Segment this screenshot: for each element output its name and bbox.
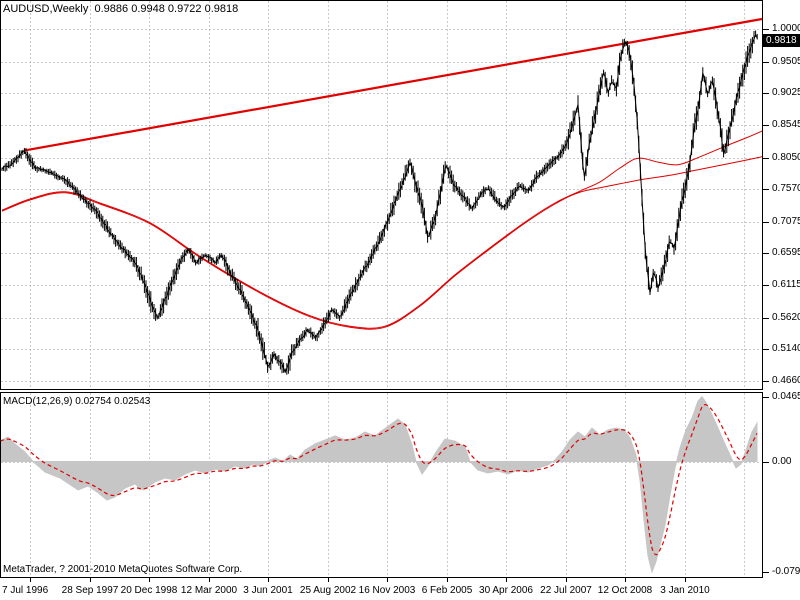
time-axis[interactable]: 7 Jul 1996 28 Sep 1997 20 Dec 1998 12 Mar 2… xyxy=(0,578,800,600)
axis-tick xyxy=(763,222,769,223)
indicator-label: MACD(12,26,9) 0.02754 0.02543 xyxy=(3,396,150,407)
axis-tick xyxy=(763,29,769,30)
axis-tick xyxy=(209,578,210,582)
axis-tick xyxy=(763,397,769,398)
axis-tick xyxy=(763,125,769,126)
axis-tick xyxy=(763,253,769,254)
axis-tick xyxy=(268,578,269,582)
chart-title: AUDUSD,Weekly 0.9886 0.9948 0.9722 0.981… xyxy=(3,3,238,15)
axis-tick xyxy=(763,462,769,463)
date-axis-label: 30 Apr 2006 xyxy=(479,585,533,596)
copyright-text: MetaTrader, ? 2001-2010 MetaQuotes Softw… xyxy=(3,564,243,575)
axis-tick xyxy=(763,189,769,190)
date-axis-label: 12 Mar 2000 xyxy=(180,585,238,596)
date-axis-label: 6 Feb 2005 xyxy=(421,585,473,596)
price-axis-label: 0.8050 xyxy=(772,152,800,163)
indicator-name: MACD(12,26,9) xyxy=(3,396,73,407)
indicator-axis-label: 0.04659 xyxy=(772,391,800,402)
date-axis-label: 16 Nov 2003 xyxy=(358,585,416,596)
price-axis[interactable]: 1.0000 0.9505 0.9025 0.8545 0.8050 0.7570 0.70… xyxy=(763,0,800,392)
price-axis-label: 0.5140 xyxy=(772,343,800,354)
axis-tick xyxy=(387,578,388,582)
axis-tick xyxy=(149,578,150,582)
indicator-axis-label: -0.07946 xyxy=(772,566,800,577)
date-axis-label: 28 Sep 1997 xyxy=(61,585,119,596)
price-axis-label: 0.7075 xyxy=(772,216,800,227)
ohlc-values: 0.9886 0.9948 0.9722 0.9818 xyxy=(94,3,239,15)
indicator-values: 0.02754 0.02543 xyxy=(75,396,151,407)
axis-tick xyxy=(763,572,769,573)
axis-tick xyxy=(763,158,769,159)
date-axis-label: 3 Jun 2001 xyxy=(243,585,293,596)
axis-tick xyxy=(328,578,329,582)
date-axis-label: 12 Oct 2008 xyxy=(597,585,653,596)
price-axis-label: 0.6595 xyxy=(772,247,800,258)
macd-chart-canvas[interactable] xyxy=(0,392,763,578)
indicator-axis[interactable]: 0.04659 0.00 -0.07946 xyxy=(763,391,800,578)
price-axis-label: 0.8545 xyxy=(772,119,800,130)
indicator-axis-label: 0.00 xyxy=(772,456,792,467)
current-price-value: 0.9818 xyxy=(766,35,797,46)
axis-tick xyxy=(506,578,507,582)
date-axis-label: 25 Aug 2002 xyxy=(299,585,357,596)
price-axis-label: 0.5620 xyxy=(772,312,800,323)
axis-tick xyxy=(763,93,769,94)
axis-tick xyxy=(763,285,769,286)
price-axis-label: 0.6115 xyxy=(772,279,800,290)
axis-tick xyxy=(763,349,769,350)
price-axis-label: 1.0000 xyxy=(772,23,800,34)
date-axis-label: 22 Jul 2007 xyxy=(540,585,592,596)
date-axis-label: 3 Jan 2010 xyxy=(660,585,710,596)
price-axis-label: 0.4660 xyxy=(772,375,800,386)
price-chart-canvas[interactable] xyxy=(0,0,763,390)
axis-tick xyxy=(685,578,686,582)
price-axis-label: 0.7570 xyxy=(772,183,800,194)
price-axis-label: 0.9025 xyxy=(772,87,800,98)
axis-tick xyxy=(566,578,567,582)
date-axis-label: 7 Jul 1996 xyxy=(2,585,49,596)
axis-tick xyxy=(763,62,769,63)
date-axis-label: 20 Dec 1998 xyxy=(120,585,178,596)
axis-tick xyxy=(625,578,626,582)
price-axis-label: 0.9505 xyxy=(772,56,800,67)
axis-tick xyxy=(90,578,91,582)
axis-tick xyxy=(447,578,448,582)
axis-tick xyxy=(763,318,769,319)
symbol-period-label: AUDUSD,Weekly xyxy=(3,3,89,15)
axis-tick xyxy=(763,381,769,382)
axis-tick xyxy=(30,578,31,582)
current-price-badge: 0.9818 xyxy=(763,34,800,47)
